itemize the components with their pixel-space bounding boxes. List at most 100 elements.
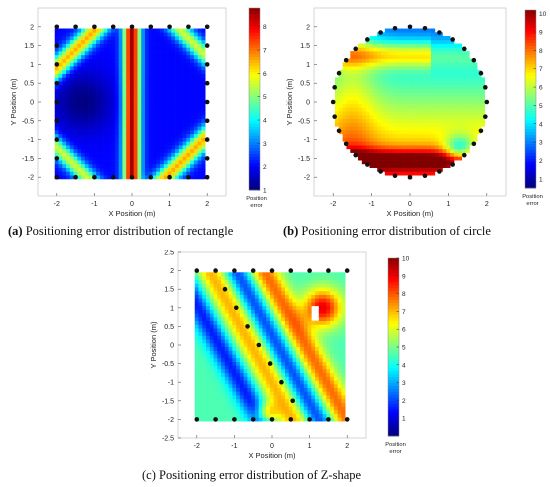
heat-cell: [163, 66, 168, 71]
colorbar-segment: [525, 161, 536, 165]
heat-cell: [182, 47, 187, 52]
heat-cell: [182, 118, 187, 123]
heat-cell: [178, 81, 183, 86]
heat-cell: [384, 88, 390, 93]
heat-cell: [269, 313, 275, 318]
heat-cell: [221, 309, 226, 314]
heat-cell: [221, 383, 226, 388]
heat-cell: [480, 99, 486, 105]
heat-cell: [221, 387, 226, 392]
heat-cell: [251, 354, 256, 359]
heat-cell: [373, 77, 378, 82]
heat-cell: [430, 133, 436, 138]
heat-cell: [392, 141, 397, 146]
y-tick-label: -0.5: [22, 118, 34, 125]
heat-cell: [224, 294, 229, 299]
heat-cell: [92, 137, 97, 142]
heat-cell: [307, 413, 312, 418]
heat-cell: [194, 398, 199, 403]
heat-cell: [337, 294, 342, 299]
heat-cell: [194, 305, 199, 310]
colorbar-segment: [388, 349, 399, 354]
heat-cell: [281, 335, 286, 340]
heat-cell: [292, 272, 297, 277]
heat-cell: [388, 92, 393, 97]
heat-cell: [277, 369, 282, 374]
heat-cell: [156, 28, 161, 33]
heat-cell: [350, 99, 355, 105]
heat-cell: [73, 103, 78, 108]
heat-cell: [300, 279, 305, 284]
heat-cell: [96, 99, 101, 105]
heat-cell: [446, 122, 451, 127]
heat-cell: [373, 107, 378, 112]
heat-cell: [453, 51, 459, 56]
heat-cell: [84, 111, 89, 116]
x-tick-label: -1: [231, 443, 237, 450]
heat-cell: [392, 54, 397, 59]
heat-cell: [384, 69, 390, 74]
heat-cell: [442, 122, 447, 127]
heat-cell: [156, 92, 161, 97]
heat-cell: [58, 84, 63, 90]
heat-cell: [266, 294, 271, 299]
heat-cell: [126, 28, 131, 33]
heat-cell: [365, 96, 370, 101]
heat-cell: [193, 77, 198, 82]
heat-cell: [453, 58, 459, 63]
heat-cell: [427, 103, 432, 108]
heat-cell: [284, 376, 290, 381]
anchor-points: [330, 24, 490, 180]
heat-cell: [296, 298, 301, 303]
heat-cell: [73, 114, 78, 120]
heat-cell: [266, 328, 271, 333]
heat-cell: [350, 141, 355, 146]
heat-cell: [465, 96, 470, 101]
heat-cell: [247, 290, 252, 295]
heat-cell: [73, 66, 78, 71]
heat-cell: [152, 88, 157, 93]
heat-cell: [202, 387, 207, 392]
heat-cell: [148, 133, 153, 138]
heat-cell: [111, 77, 116, 82]
heat-cell: [411, 145, 416, 150]
heat-cell: [404, 171, 409, 176]
heat-cell: [190, 54, 195, 59]
heat-cell: [156, 96, 161, 101]
heat-cell: [160, 62, 165, 67]
y-axis-label: Y Position (m): [285, 78, 294, 125]
heat-cell: [338, 126, 343, 131]
heat-cell: [144, 156, 150, 161]
heat-cell: [175, 145, 180, 150]
heat-cell: [221, 369, 226, 374]
heat-cell: [69, 28, 74, 33]
heat-cell: [247, 276, 252, 281]
heat-cell: [411, 114, 416, 120]
heat-cell: [144, 43, 150, 48]
heat-cell: [377, 122, 382, 127]
heat-cell: [99, 69, 104, 74]
heat-cell: [442, 141, 447, 146]
heat-cell: [419, 96, 424, 101]
heat-cell: [156, 54, 161, 59]
heat-cell: [266, 369, 271, 374]
heat-cell: [58, 39, 63, 44]
heat-cell: [473, 81, 478, 86]
heat-cell: [88, 62, 93, 67]
heat-cell: [273, 298, 278, 303]
heat-cell: [175, 130, 180, 135]
heat-cell: [201, 145, 206, 150]
heat-cell: [201, 84, 206, 90]
heat-cell: [400, 171, 405, 176]
heat-cell: [284, 302, 290, 307]
heat-cell: [384, 58, 390, 63]
heat-cell: [254, 328, 260, 333]
heat-cell: [137, 156, 142, 161]
heat-cell: [300, 302, 305, 307]
heat-cell: [381, 66, 386, 71]
heat-cell: [407, 122, 413, 127]
colorbar-segment: [525, 182, 536, 186]
heat-cell: [198, 313, 203, 318]
heat-cell: [296, 324, 301, 329]
heat-cell: [427, 148, 432, 153]
